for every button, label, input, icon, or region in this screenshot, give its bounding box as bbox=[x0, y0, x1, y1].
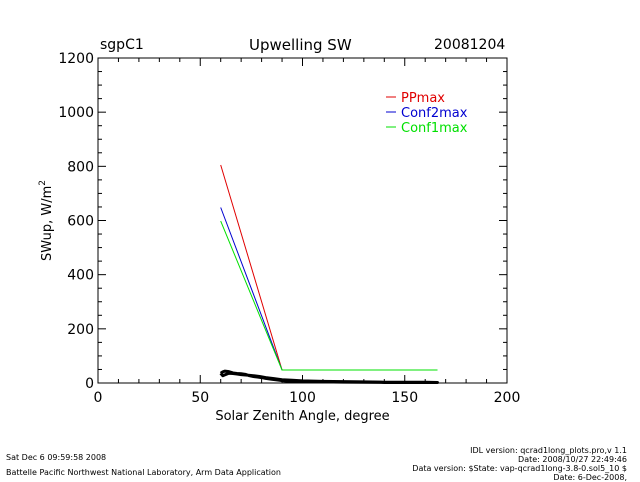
footer-idl-version: IDL version: qcrad1long_plots.pro,v 1.1 bbox=[470, 446, 627, 455]
y-tick-label: 800 bbox=[67, 159, 94, 175]
x-tick-label: 200 bbox=[494, 390, 521, 406]
x-tick-label: 50 bbox=[191, 390, 209, 406]
y-axis-label: SWup, W/m2 bbox=[38, 180, 55, 261]
series-layer bbox=[219, 164, 439, 384]
y-tick-label: 0 bbox=[85, 376, 94, 392]
footer-data-version: Data version: $State: vap-qcrad1long-3.8… bbox=[412, 464, 627, 473]
y-tick-label: 400 bbox=[67, 268, 94, 284]
x-tick-label: 100 bbox=[289, 390, 316, 406]
footer-lab: Battelle Pacific Northwest National Labo… bbox=[6, 468, 281, 477]
y-tick-label: 600 bbox=[67, 214, 94, 230]
y-tick-label: 1200 bbox=[58, 51, 94, 67]
x-tick-label: 0 bbox=[94, 390, 103, 406]
footer-idl-date: Date: 2008/10/27 22:49:46 bbox=[518, 455, 627, 464]
x-tick-label: 150 bbox=[391, 390, 418, 406]
footer-data-date: Date: 6-Dec-2008, bbox=[553, 473, 627, 482]
footer-timestamp: Sat Dec 6 09:59:58 2008 bbox=[6, 453, 107, 462]
legend-label: Conf1max bbox=[401, 121, 468, 136]
series-line-conf2max bbox=[220, 207, 438, 371]
y-axis-label-superscript: 2 bbox=[38, 180, 48, 186]
observed-swup-line bbox=[219, 369, 439, 384]
series-line-conf1max bbox=[220, 220, 438, 371]
chart-title: Upwelling SW bbox=[249, 36, 352, 54]
series-line-ppmax bbox=[220, 164, 438, 371]
axes: 0 50 100 150 200 0 200 400 600 800 1000 1200 Solar Z… bbox=[38, 51, 520, 424]
date-label: 20081204 bbox=[434, 37, 506, 53]
y-tick-label: 200 bbox=[67, 322, 94, 338]
legend-label: PPmax bbox=[401, 91, 445, 106]
x-axis-label: Solar Zenith Angle, degree bbox=[215, 409, 389, 424]
legend-label: Conf2max bbox=[401, 106, 468, 121]
y-tick-label: 1000 bbox=[58, 105, 94, 121]
site-label: sgpC1 bbox=[100, 37, 144, 53]
